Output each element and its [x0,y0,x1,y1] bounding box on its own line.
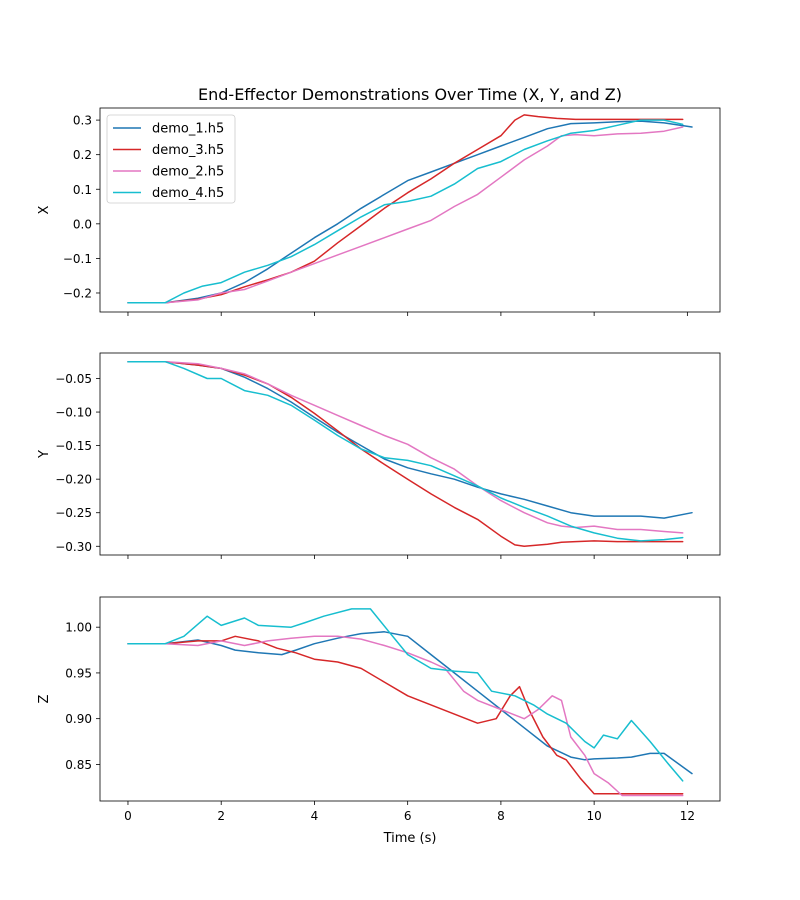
series-line-demo-3-h5 [127,114,684,304]
y-tick-label: −0.15 [55,439,92,453]
series-line-demo-2-h5 [127,360,684,534]
y-tick-label: −0.25 [55,506,92,520]
y-tick-label: −0.05 [55,372,92,386]
x-tick-label: 2 [217,809,225,823]
axes-frame [99,596,721,802]
x-tick-label: 6 [404,809,412,823]
x-tick-label: 10 [586,809,601,823]
legend: demo_1.h5 demo_3.h5 demo_2.h5 demo_4.h5 [106,114,236,204]
series-line-demo-2-h5 [127,635,684,797]
y-tick-label: 0.0 [73,217,92,231]
series-line-demo-4-h5 [127,360,684,542]
y-tick-label: −0.10 [55,406,92,420]
y-tick-label: 0.85 [65,758,92,772]
x-axis-label: Time (s) [383,831,437,846]
series-line-demo-1-h5 [127,360,693,519]
y-tick-label: −0.2 [63,286,92,300]
x-tick-label: 4 [311,809,319,823]
y-tick-label: 0.2 [73,148,92,162]
series-line-demo-3-h5 [127,360,684,548]
series-line-demo-2-h5 [127,126,684,304]
series-line-demo-4-h5 [127,608,684,782]
y-tick-label: 0.95 [65,666,92,680]
y-tick-label: 0.90 [65,712,92,726]
y-axis-label: Z [37,694,52,703]
x-tick-label: 8 [497,809,505,823]
z-subplot: 0 2 4 6 8 10 12 0.85 0.90 0.95 1.00 Z [37,596,721,823]
y-tick-label: −0.1 [63,252,92,266]
axes-frame [99,107,721,313]
series-line-demo-4-h5 [127,119,684,304]
x-tick-label: 12 [680,809,695,823]
series-line-demo-1-h5 [127,631,693,775]
legend-label: demo_3.h5 [152,143,224,158]
axes-frame [99,352,721,556]
series-line-demo-3-h5 [127,635,684,795]
x-tick-label: 0 [124,809,132,823]
chart-title: End-Effector Demonstrations Over Time (X… [198,85,622,104]
legend-label: demo_4.h5 [152,186,224,201]
y-tick-label: 0.1 [73,183,92,197]
y-subplot: −0.05 −0.10 −0.15 −0.20 −0.25 −0.30 Y [37,352,721,559]
y-axis-label: Y [37,450,52,459]
legend-label: demo_2.h5 [152,165,224,180]
y-tick-label: 0.3 [73,114,92,128]
y-axis-label: X [37,205,52,214]
legend-label: demo_1.h5 [152,122,224,137]
y-tick-label: −0.30 [55,540,92,554]
series-line-demo-1-h5 [127,120,693,304]
y-tick-label: 1.00 [65,621,92,635]
y-tick-label: −0.20 [55,473,92,487]
x-subplot: −0.2 −0.1 0.0 0.1 0.2 0.3 X [37,107,721,316]
legend-frame [106,114,236,204]
